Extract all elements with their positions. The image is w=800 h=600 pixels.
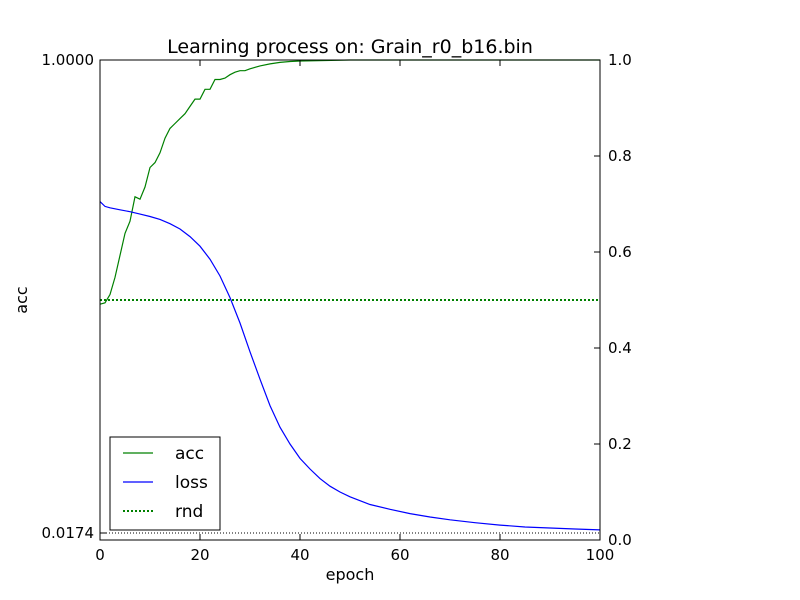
right-tick-label: 0.2	[608, 435, 632, 453]
x-tick-label: 0	[95, 546, 105, 564]
x-tick-label: 80	[490, 546, 509, 564]
right-tick-label: 0.4	[608, 339, 632, 357]
right-tick-label: 1.0	[608, 51, 632, 69]
left-tick-label: 0.0174	[42, 524, 95, 542]
y-axis-label: acc	[12, 286, 31, 313]
legend: acc loss rnd	[109, 436, 221, 531]
left-tick-label: 1.0000	[42, 51, 95, 69]
x-axis-label: epoch	[326, 565, 375, 584]
x-tick-label: 40	[290, 546, 309, 564]
x-tick-label: 60	[390, 546, 409, 564]
x-tick-label: 100	[586, 546, 615, 564]
legend-label-acc: acc	[175, 444, 204, 464]
series-line-loss	[99, 201, 601, 531]
legend-label-loss: loss	[175, 473, 208, 493]
x-tick-label: 20	[190, 546, 209, 564]
right-tick-label: 0.0	[608, 531, 632, 549]
legend-label-rnd: rnd	[175, 502, 203, 522]
right-tick-label: 0.6	[608, 243, 632, 261]
plot-frame	[99, 59, 601, 541]
right-tick-label: 0.8	[608, 147, 632, 165]
tick-labels: 0 20 40 60 80 100 0.0174 1.0000 0.0 0.2 0.4 0.6 0.8 1…	[42, 51, 632, 564]
series-line-acc	[99, 59, 600, 305]
chart-title: Learning process on: Grain_r0_b16.bin	[167, 36, 533, 58]
